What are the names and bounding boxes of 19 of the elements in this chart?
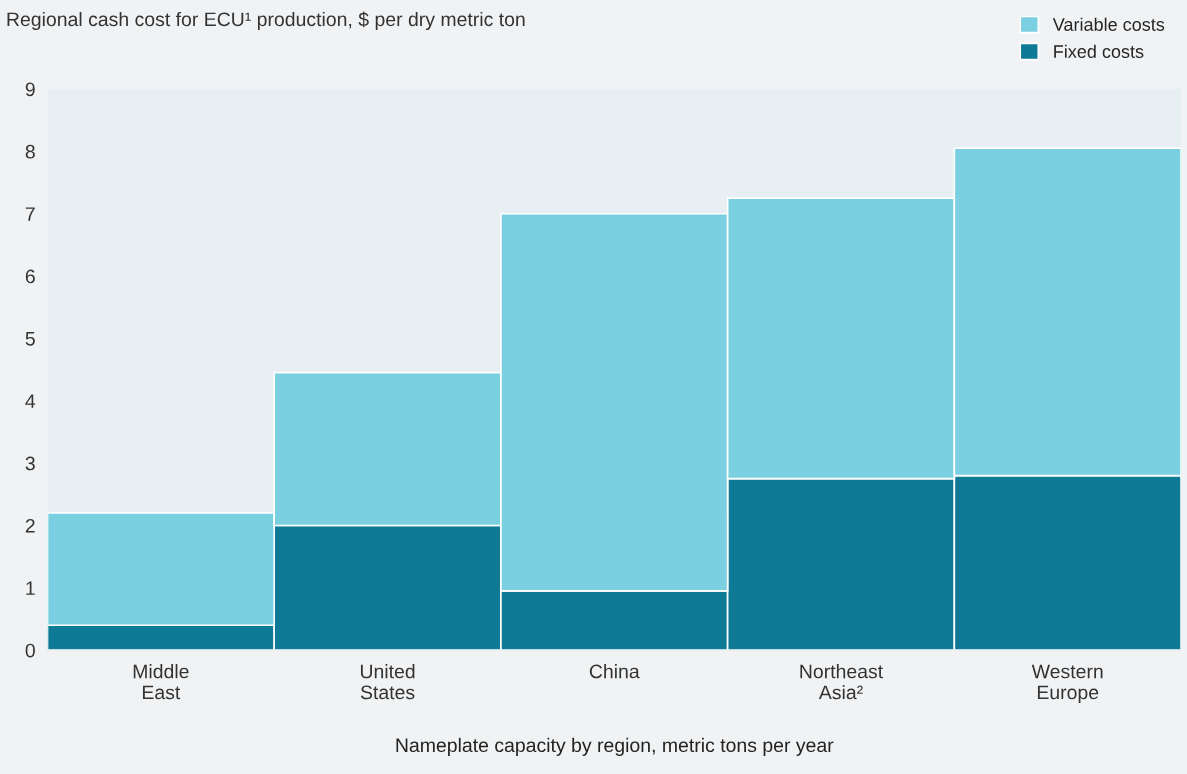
x-tick-label: Western Europe [1031, 664, 1103, 704]
x-axis-title: Nameplate capacity by region, metric tons per year [396, 737, 834, 756]
x-tick-label: Northeast Asia² [800, 664, 883, 700]
y-tick-label: 5 [25, 332, 35, 346]
y-tick-label: 0 [25, 643, 35, 658]
chart-title: Regional cash cost for ECU¹ production, $ per dry metric ton [7, 11, 525, 31]
y-tick-label: 7 [25, 207, 35, 221]
y-tick-label: 4 [25, 394, 36, 408]
x-tick-label: Middle East [133, 664, 189, 700]
legend-label: Fixed costs [1054, 44, 1144, 58]
y-tick-label: 3 [25, 456, 35, 471]
y-tick-label: 6 [25, 269, 35, 284]
y-tick-label: 1 [26, 581, 35, 595]
legend-label: Variable costs [1052, 17, 1165, 31]
y-tick-label: 8 [25, 144, 35, 159]
x-tick-label: United States [360, 664, 415, 700]
x-tick-label: China [589, 664, 640, 679]
y-tick-label: 2 [25, 518, 35, 533]
y-tick-label: 9 [25, 82, 35, 97]
